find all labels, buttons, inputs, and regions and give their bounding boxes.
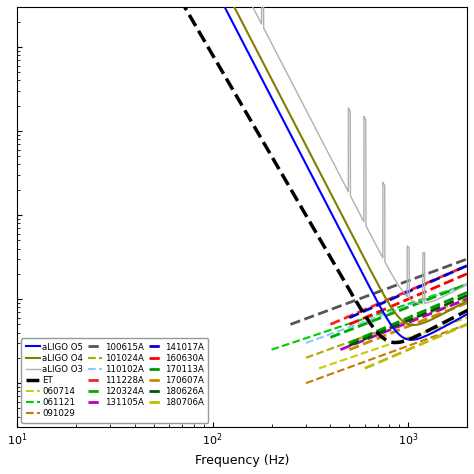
- Legend: aLIGO O5, aLIGO O4, aLIGO O3, ET, 060714, 061121, 091029, 100615A, 101024A, 1101: aLIGO O5, aLIGO O4, aLIGO O3, ET, 060714…: [21, 338, 208, 423]
- X-axis label: Frequency (Hz): Frequency (Hz): [195, 454, 289, 467]
